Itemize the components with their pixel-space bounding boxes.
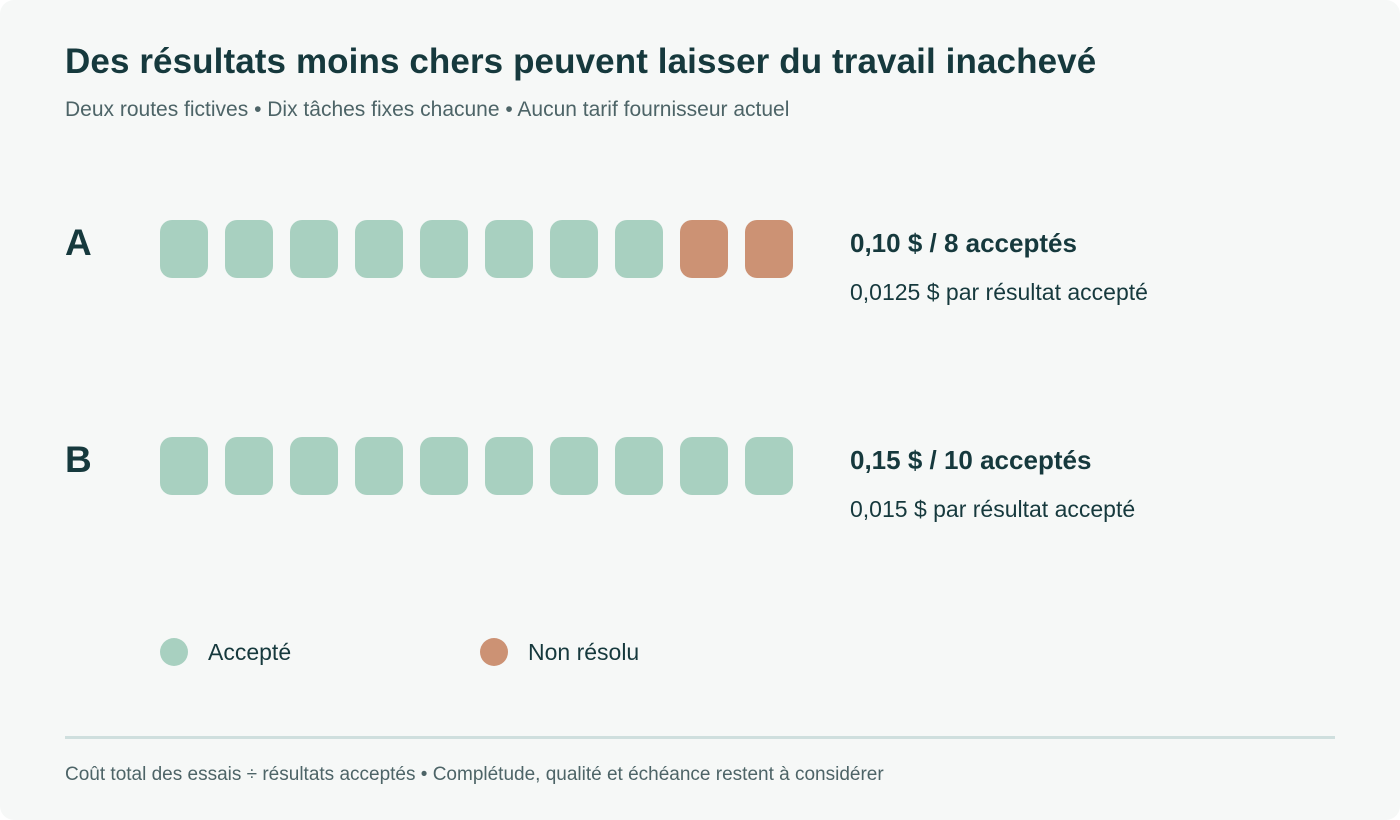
task-tile-accepted [290,437,338,495]
task-tile-accepted [745,437,793,495]
route-label-b: B [65,439,92,480]
route-label-a: A [65,222,92,263]
route-a-total-cost: 0,10 $ / 8 acceptés [850,228,1077,258]
task-tile-accepted [485,437,533,495]
task-tile-accepted [615,437,663,495]
legend-accepted-swatch [160,638,188,666]
legend-unresolved-label: Non résolu [528,639,640,665]
route-b-total-cost: 0,15 $ / 10 acceptés [850,445,1092,475]
task-tile-accepted [615,220,663,278]
task-tile-accepted [485,220,533,278]
footer-divider [65,736,1335,739]
route-a-per-result: 0,0125 $ par résultat accepté [850,279,1148,305]
task-tile-accepted [225,437,273,495]
task-tile-accepted [550,220,598,278]
legend-accepted-label: Accepté [208,639,292,665]
task-tile-accepted [420,220,468,278]
task-tile-accepted [420,437,468,495]
legend-unresolved-swatch [480,638,508,666]
task-tile-accepted [225,220,273,278]
chart-subtitle: Deux routes fictives • Dix tâches fixes … [65,98,790,121]
task-tile-accepted [160,220,208,278]
task-tile-accepted [355,220,403,278]
task-tile-accepted [290,220,338,278]
task-tile-accepted [355,437,403,495]
task-tile-unresolved [680,220,728,278]
chart-title: Des résultats moins chers peuvent laisse… [65,42,1097,81]
task-tile-accepted [680,437,728,495]
route-b-per-result: 0,015 $ par résultat accepté [850,496,1136,522]
task-tile-unresolved [745,220,793,278]
task-tile-accepted [550,437,598,495]
task-tile-accepted [160,437,208,495]
footnote: Coût total des essais ÷ résultats accept… [65,764,884,785]
